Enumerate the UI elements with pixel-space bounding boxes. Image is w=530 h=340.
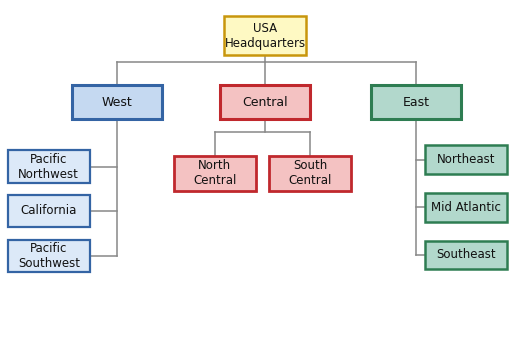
Text: North
Central: North Central <box>193 159 236 187</box>
Text: Mid Atlantic: Mid Atlantic <box>431 201 501 214</box>
FancyBboxPatch shape <box>425 241 508 269</box>
FancyBboxPatch shape <box>7 239 90 272</box>
Text: USA
Headquarters: USA Headquarters <box>224 22 306 50</box>
FancyBboxPatch shape <box>269 156 351 191</box>
FancyBboxPatch shape <box>174 156 256 191</box>
Text: South
Central: South Central <box>288 159 332 187</box>
FancyBboxPatch shape <box>224 16 306 55</box>
Text: Southeast: Southeast <box>437 249 496 261</box>
Text: East: East <box>403 96 429 108</box>
Text: Central: Central <box>242 96 288 108</box>
FancyBboxPatch shape <box>220 85 310 119</box>
Text: Northeast: Northeast <box>437 153 496 166</box>
FancyBboxPatch shape <box>425 193 508 222</box>
Text: Pacific
Northwest: Pacific Northwest <box>19 153 79 181</box>
FancyBboxPatch shape <box>7 150 90 183</box>
FancyBboxPatch shape <box>7 194 90 227</box>
Text: Pacific
Southwest: Pacific Southwest <box>18 242 80 270</box>
Text: West: West <box>101 96 132 108</box>
FancyBboxPatch shape <box>72 85 162 119</box>
Text: California: California <box>21 204 77 217</box>
FancyBboxPatch shape <box>371 85 461 119</box>
FancyBboxPatch shape <box>425 146 508 174</box>
